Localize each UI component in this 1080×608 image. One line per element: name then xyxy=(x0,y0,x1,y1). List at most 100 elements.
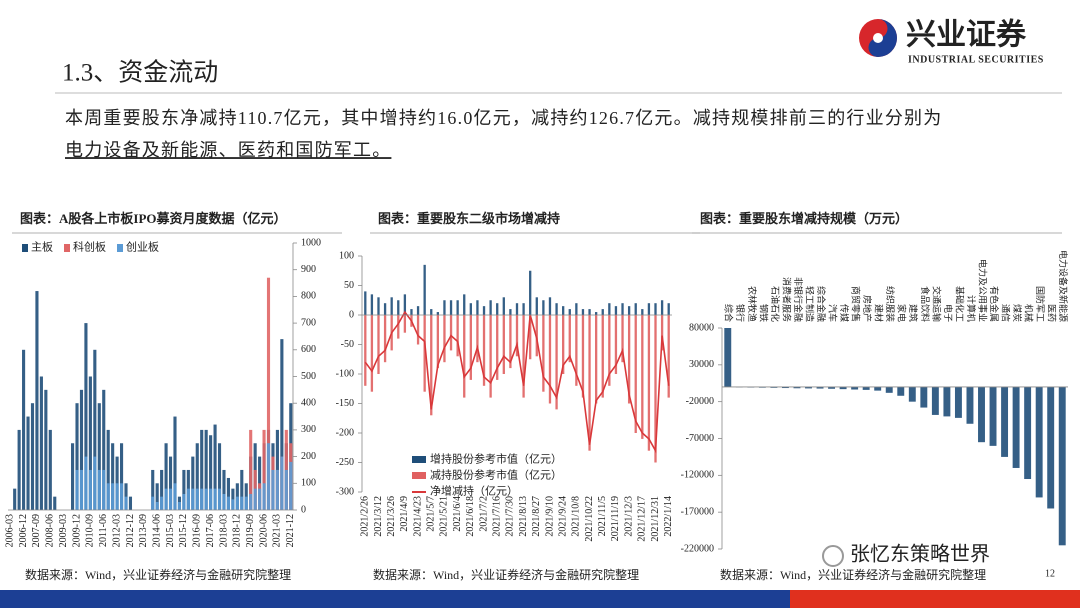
bar xyxy=(529,270,532,315)
bar xyxy=(436,312,440,315)
bar xyxy=(173,416,177,510)
category-label: 食品饮料 xyxy=(920,286,931,322)
bar xyxy=(222,469,226,510)
bar xyxy=(482,306,486,315)
x-tick-label: 2012-12 xyxy=(125,514,136,547)
bar xyxy=(978,386,985,443)
y-tick-label: 100 xyxy=(301,478,316,489)
bar xyxy=(456,315,459,357)
bar xyxy=(989,386,997,446)
bar xyxy=(667,315,670,398)
bar xyxy=(44,389,48,510)
bar xyxy=(222,493,226,510)
bar xyxy=(654,303,657,315)
x-tick-label: 2007-09 xyxy=(31,514,42,547)
x-tick-label: 2021/7/30 xyxy=(505,496,516,537)
bar xyxy=(594,315,598,404)
x-tick-label: 2021/5/21 xyxy=(439,496,450,537)
bar xyxy=(106,483,110,510)
y-tick-label: 1000 xyxy=(301,237,321,248)
category-label: 银行 xyxy=(735,304,746,322)
logo-dot xyxy=(873,33,883,43)
bar xyxy=(191,456,195,510)
x-tick-label: 2017-06 xyxy=(205,514,216,547)
bar xyxy=(231,499,235,510)
x-tick-label: 2021/10/22 xyxy=(584,496,595,542)
chart-title: 图表：重要股东增减持规模（万元） xyxy=(700,211,908,226)
bar xyxy=(954,386,962,418)
source-note: 数据来源：Wind，兴业证券经济与金融研究院整理 xyxy=(720,567,986,582)
slide-title: 1.3、资金流动 xyxy=(62,59,218,87)
x-tick-label: 2021/12/17 xyxy=(637,496,648,542)
bar xyxy=(13,488,17,510)
x-tick-label: 2021/11/5 xyxy=(597,496,608,536)
bar xyxy=(22,349,26,510)
category-label: 非银行金融 xyxy=(793,277,804,322)
bar xyxy=(770,386,778,388)
bar xyxy=(1001,386,1009,457)
bar xyxy=(463,294,466,315)
bar xyxy=(874,386,882,391)
bar xyxy=(266,443,271,510)
line xyxy=(364,310,670,454)
bar xyxy=(562,306,565,315)
bar xyxy=(88,376,92,510)
bar xyxy=(851,386,859,390)
bar xyxy=(436,315,440,369)
y-tick-label: 200 xyxy=(301,451,316,462)
bar xyxy=(542,315,545,392)
bar xyxy=(266,277,271,510)
bar xyxy=(93,349,97,510)
source-note: 数据来源：Wind，兴业证券经济与金融研究院整理 xyxy=(373,567,639,582)
bar xyxy=(469,315,472,380)
category-label: 石油石化 xyxy=(770,286,781,322)
category-label: 商贸零售 xyxy=(851,286,862,322)
y-tick-label: 100 xyxy=(339,250,354,261)
bar xyxy=(621,303,624,315)
x-tick-label: 2006-12 xyxy=(18,514,29,547)
x-tick-label: 2015-03 xyxy=(165,514,176,547)
y-tick-label: -250 xyxy=(336,457,354,468)
x-tick-label: 2018-12 xyxy=(232,514,243,547)
bar xyxy=(581,309,585,315)
bar xyxy=(262,483,266,510)
y-tick-label: 500 xyxy=(301,371,316,382)
y-tick-label: 300 xyxy=(301,424,316,435)
bar xyxy=(128,496,133,510)
category-label: 建筑 xyxy=(908,304,919,322)
y-tick-label: -220000 xyxy=(681,543,714,554)
bar xyxy=(26,416,30,510)
bar xyxy=(102,389,106,510)
category-label: 电子 xyxy=(943,304,954,322)
bar xyxy=(581,315,585,398)
bar xyxy=(627,306,631,315)
y-tick-label: -50 xyxy=(341,339,354,350)
bar xyxy=(1012,386,1020,468)
x-tick-label: 2011-06 xyxy=(98,514,109,547)
bar xyxy=(555,303,558,315)
bar xyxy=(502,315,505,374)
x-tick-label: 2012-03 xyxy=(111,514,122,547)
bar xyxy=(660,300,664,315)
bar xyxy=(456,300,459,315)
category-label: 汽车 xyxy=(828,304,839,322)
bar xyxy=(71,443,75,510)
bar xyxy=(489,300,492,315)
bar xyxy=(660,315,664,351)
bar xyxy=(1035,386,1043,498)
bar xyxy=(897,386,905,396)
bar xyxy=(601,315,604,398)
bar xyxy=(502,297,505,315)
bar xyxy=(588,315,591,451)
bar xyxy=(383,303,387,315)
x-tick-label: 2021/11/19 xyxy=(610,496,621,541)
bar xyxy=(430,309,433,315)
bar xyxy=(515,303,519,315)
bar xyxy=(482,315,486,386)
bar xyxy=(568,315,571,363)
bar xyxy=(289,461,293,510)
bar xyxy=(226,496,230,510)
bar xyxy=(548,297,552,315)
bar xyxy=(542,300,545,315)
